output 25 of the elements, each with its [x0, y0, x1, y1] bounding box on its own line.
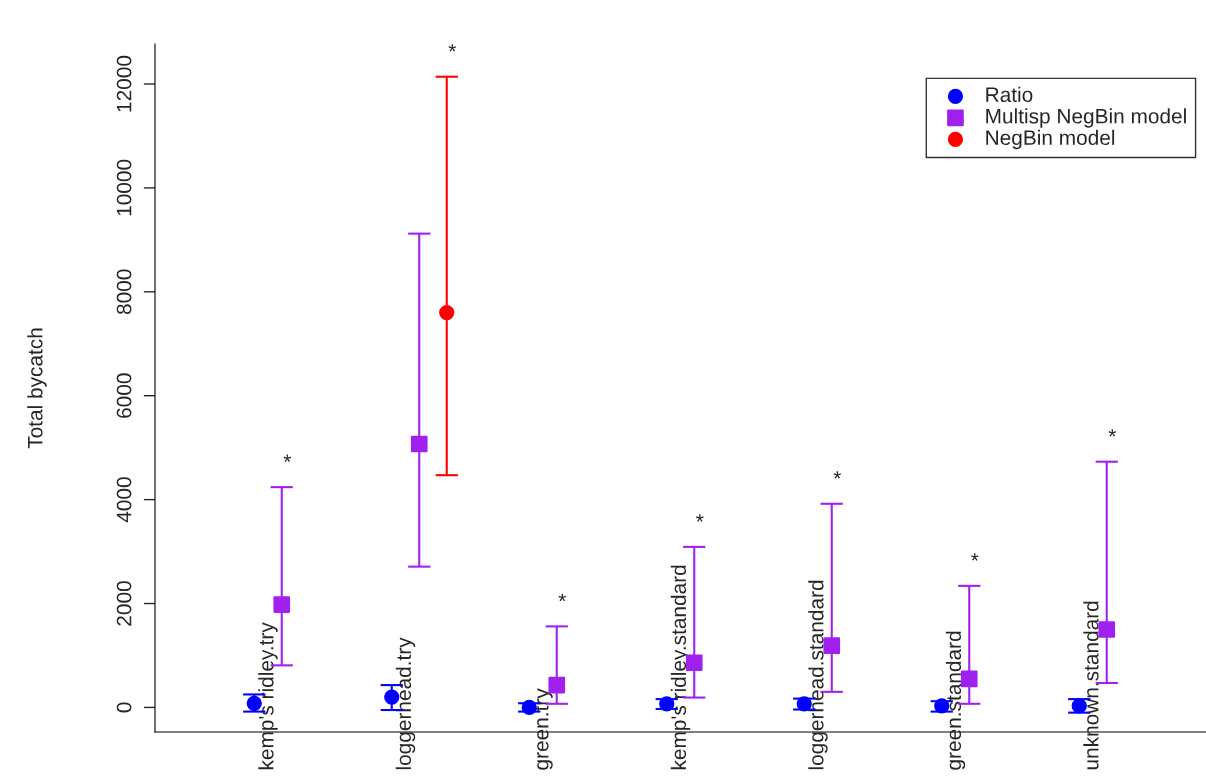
x-tick-label: green.standard [945, 631, 966, 770]
annotation: * [1108, 429, 1117, 437]
y-axis-title: Total bycatch [27, 328, 47, 449]
x-tick-label: unknown.standard [1083, 601, 1099, 770]
legend-label: Ratio [986, 86, 1033, 103]
annotation: * [448, 44, 457, 52]
x-tick-label: green.try [534, 688, 553, 770]
legend-label: NegBin model [986, 129, 1115, 150]
annotation: * [283, 454, 292, 462]
x-tick-label: kemp's ridley.try [258, 622, 278, 770]
x-tick-label: loggerhead.try [395, 637, 416, 770]
annotation: * [558, 593, 567, 602]
y-tick-label: 10000 [116, 159, 132, 216]
y-tick-label: 12000 [116, 55, 132, 112]
x-tick-label: loggerhead.standard [808, 580, 828, 770]
y-tick-label: 4000 [116, 477, 132, 523]
x-tick-label: kemp's ridley.standard [670, 565, 691, 770]
y-tick-label: 6000 [116, 373, 132, 418]
y-tick-label: 8000 [116, 269, 132, 315]
y-tick-label: 0 [116, 702, 132, 713]
annotation: * [696, 514, 704, 522]
annotation: * [833, 471, 842, 479]
y-tick-label: 2000 [116, 581, 132, 626]
annotation: * [971, 553, 979, 561]
legend-label: Multisp NegBin model [986, 108, 1186, 128]
